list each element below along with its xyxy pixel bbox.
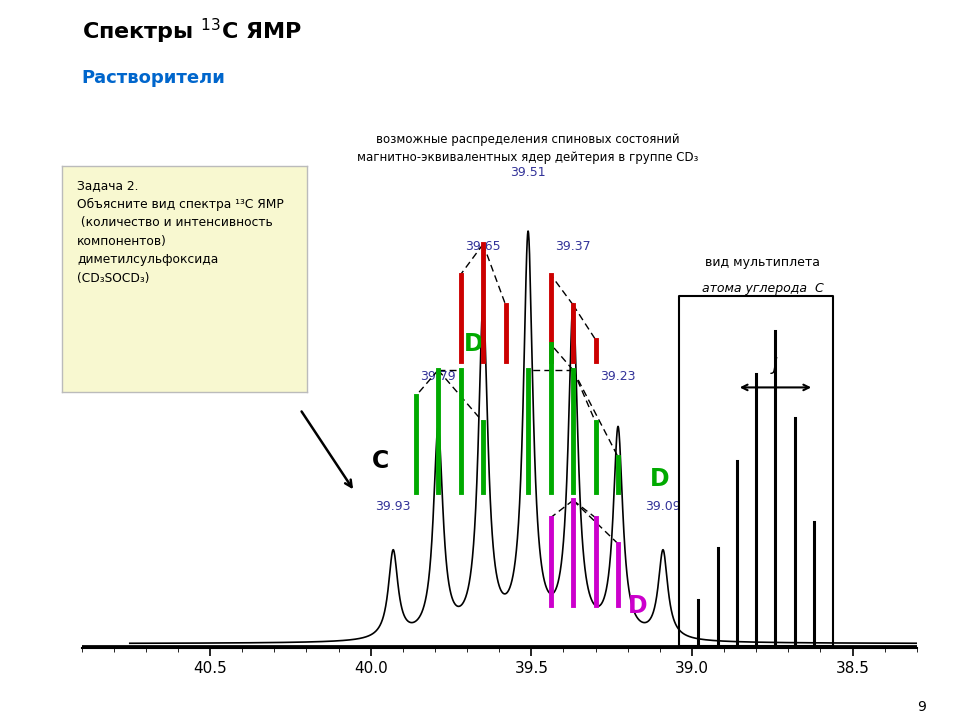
Text: 9: 9	[918, 701, 926, 714]
Text: D: D	[650, 467, 670, 490]
Text: C: C	[372, 449, 389, 473]
Text: магнитно-эквивалентных ядер дейтерия в группе CD₃: магнитно-эквивалентных ядер дейтерия в г…	[357, 150, 699, 163]
Text: атома углерода  C: атома углерода C	[702, 282, 824, 295]
Text: 39.93: 39.93	[375, 500, 411, 513]
Text: 39.51: 39.51	[511, 166, 546, 179]
Text: 39.79: 39.79	[420, 370, 456, 383]
Text: J: J	[773, 356, 778, 374]
Text: возможные распределения спиновых состояний: возможные распределения спиновых состоян…	[376, 133, 680, 146]
Text: Задача 2.
Объясните вид спектра ¹³C ЯМР
 (количество и интенсивность
компонентов: Задача 2. Объясните вид спектра ¹³C ЯМР …	[77, 179, 284, 285]
Text: 39.09: 39.09	[645, 500, 681, 513]
Text: Спектры $^{13}$C ЯМР: Спектры $^{13}$C ЯМР	[82, 17, 301, 46]
Text: D: D	[628, 593, 647, 618]
Text: 39.23: 39.23	[600, 370, 636, 383]
Text: 39.65: 39.65	[466, 240, 501, 253]
Text: D: D	[464, 332, 484, 356]
Text: Растворители: Растворители	[82, 69, 226, 87]
Text: вид мультиплета: вид мультиплета	[705, 256, 820, 269]
Text: 39.37: 39.37	[555, 240, 591, 253]
